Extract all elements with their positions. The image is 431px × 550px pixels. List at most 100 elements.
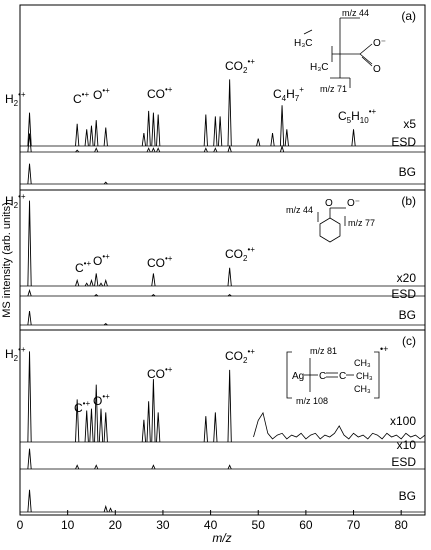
peak (146, 401, 151, 443)
structure-label: m/z 108 (296, 396, 328, 406)
x-tick-label: 70 (347, 518, 361, 532)
trace-label: ESD (391, 455, 416, 469)
trace-label: BG (399, 308, 416, 322)
annotation-part: H (5, 194, 14, 208)
bond (361, 56, 373, 67)
trace-label: x10 (397, 438, 417, 452)
annotation-part: 2 (14, 354, 19, 363)
peak (227, 294, 232, 297)
peak (151, 379, 156, 443)
peak (103, 323, 108, 326)
x-tick-label: 20 (109, 518, 123, 532)
structure-label: O (325, 198, 333, 209)
structure: m/z 44 m/z 71 H₃C H₃C O O⁻ (294, 8, 386, 94)
structure-label: O (373, 64, 381, 75)
structure-label: CH₃ (356, 371, 373, 381)
annotation-part: 5 (347, 116, 352, 125)
peak-annotation: C5H10•+ (338, 107, 377, 125)
peak (75, 464, 80, 470)
benzene-ring (319, 217, 341, 243)
panel-label: (b) (401, 194, 416, 208)
x-tick-label: 30 (156, 518, 170, 532)
peak-annotation: C•+ (73, 90, 89, 106)
annotation-part: H (286, 87, 295, 101)
trace-label: BG (399, 489, 416, 503)
annotation-part: CO (225, 349, 243, 363)
x-axis-label: m/z (212, 531, 231, 545)
peak (75, 149, 80, 153)
structure-label: Ag (292, 371, 304, 382)
annotation-part: H (5, 347, 14, 361)
peak (203, 416, 208, 443)
structure: m/z 81 m/z 108 Ag C C CH₃ CH₃ CH₃ •+ (286, 344, 388, 406)
peak (227, 79, 232, 147)
annotation-part: CO (225, 59, 243, 73)
peak (84, 282, 89, 287)
structure-label: O⁻ (373, 38, 386, 49)
bracket (286, 351, 292, 399)
annotation-part: CO (147, 367, 165, 381)
peak (151, 147, 156, 153)
peak (89, 125, 94, 147)
peak (270, 132, 275, 147)
annotation-part: •+ (247, 347, 255, 356)
peak (103, 504, 108, 513)
peak (27, 351, 32, 443)
panel-label: (a) (401, 9, 416, 23)
peak-annotation: H2•+ (5, 192, 26, 210)
annotation-part: 2 (243, 254, 248, 263)
peak (227, 267, 232, 287)
structure-label: m/z 71 (320, 84, 347, 94)
annotation-part: •+ (102, 86, 110, 95)
peak (103, 412, 108, 443)
peak (213, 147, 218, 153)
peak (89, 278, 94, 287)
peak (151, 464, 156, 470)
peak (279, 105, 285, 147)
trace-label: BG (399, 165, 416, 179)
peak (227, 369, 232, 443)
structure-label: O⁻ (347, 198, 360, 209)
peak (94, 294, 99, 297)
annotation-part: 2 (14, 201, 19, 210)
peak (89, 408, 94, 443)
annotation-part: •+ (369, 107, 377, 116)
peak (98, 282, 104, 287)
peak (218, 116, 223, 147)
annotation-part: •+ (165, 365, 173, 374)
peak (284, 129, 289, 147)
peak-annotation: CO2•+ (225, 245, 255, 263)
annotation-part: C (73, 92, 82, 106)
peak (75, 399, 80, 443)
annotation-part: •+ (247, 245, 255, 254)
peak (84, 410, 89, 443)
annotation-part: 2 (243, 356, 248, 365)
peak-annotation: O•+ (93, 86, 110, 102)
structure-label: C (319, 371, 326, 382)
peak-annotation: O•+ (93, 252, 110, 268)
peak-annotation: H2•+ (5, 90, 26, 108)
peak (108, 507, 113, 513)
peak (156, 147, 161, 153)
annotation-part: CO (225, 247, 243, 261)
x-tick-label: 80 (394, 518, 408, 532)
peak-annotation: CO•+ (147, 254, 173, 270)
peak-annotation: C•+ (75, 259, 91, 275)
bond (359, 43, 373, 55)
annotation-part: •+ (84, 259, 92, 268)
annotation-part: •+ (165, 254, 173, 263)
peak (256, 138, 261, 147)
annotation-part: •+ (102, 392, 110, 401)
annotation-part: 7 (295, 94, 300, 103)
annotation-part: •+ (247, 57, 255, 66)
peak (27, 448, 32, 470)
annotation-part: CO (147, 87, 165, 101)
peak-annotation: H2•+ (5, 345, 26, 363)
peak (103, 127, 108, 147)
peak (146, 110, 151, 147)
peak (156, 114, 161, 147)
annotation-part: 2 (14, 99, 19, 108)
x-tick-label: 40 (204, 518, 218, 532)
trace-line (253, 411, 426, 440)
